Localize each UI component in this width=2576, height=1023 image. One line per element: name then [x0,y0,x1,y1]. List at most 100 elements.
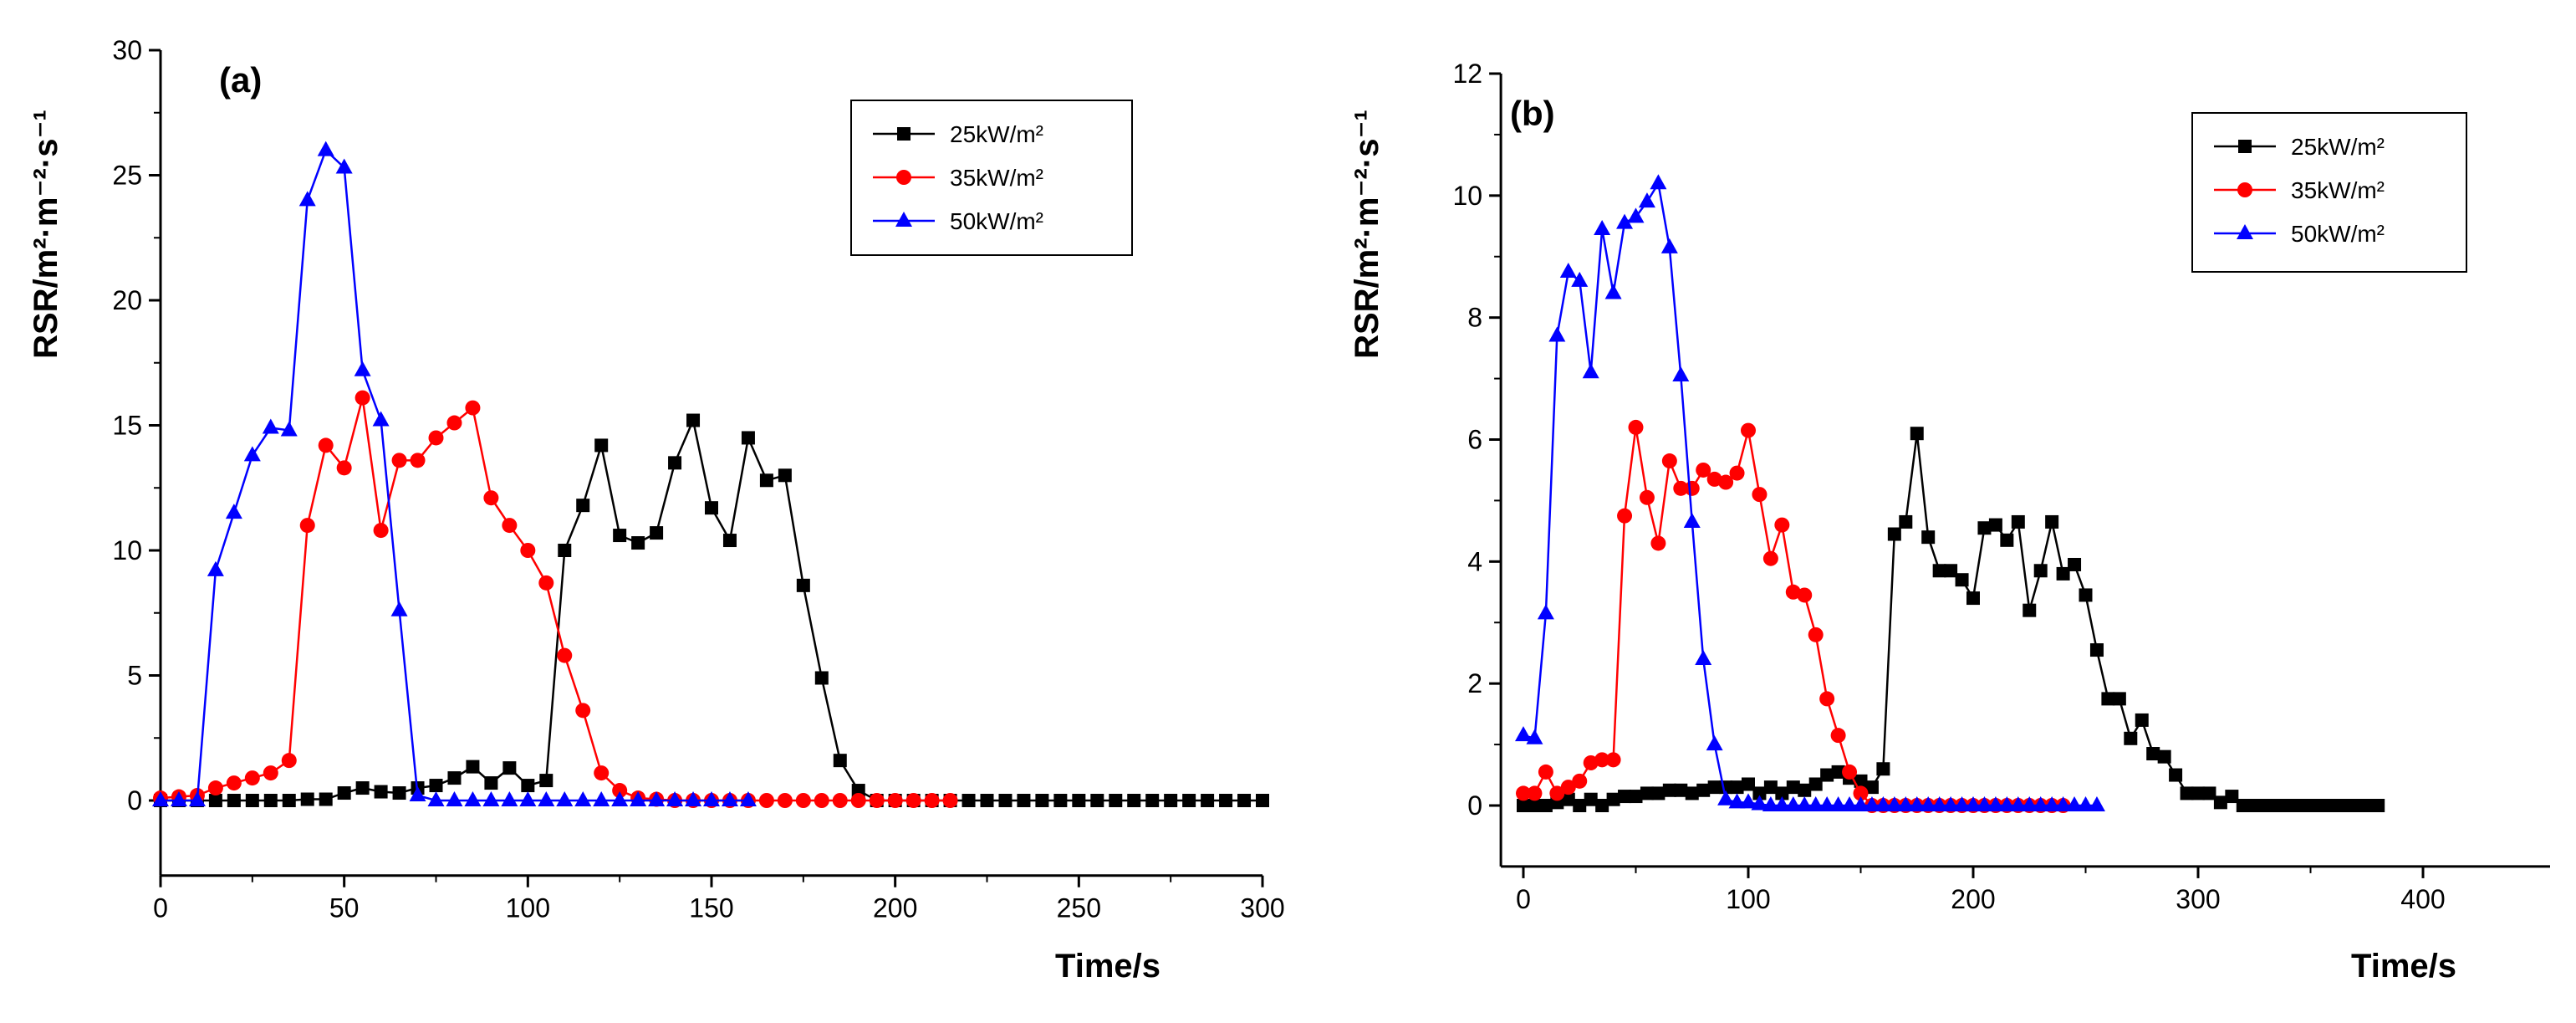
panel-a-series-1-point [722,534,737,548]
panel-b-series-2-point [1661,453,1677,469]
panel-a-legend-label: 35kW/m² [950,165,1043,191]
panel-b-series-3-point [1582,363,1599,379]
panel-a-series-2-point [318,437,334,453]
panel-a-series-2-point [281,753,297,769]
panel-a-legend-marker [896,170,911,185]
panel-b-label: (b) [1510,94,1555,133]
panel-b-series-3-point [1863,796,1880,811]
panel-a-series-1-point [208,794,222,807]
panel-a-series-2-point [263,765,278,781]
panel-b-series-3-point [2009,796,2027,811]
panel-b-series-3-point [1998,796,2016,811]
panel-b-series-2-point [1718,474,1734,490]
panel-b-series-1-point [1899,514,1913,529]
panel-b-series-1-point [1651,786,1665,800]
panel-b-series-1-point [1887,527,1901,541]
panel-b: (b) Time/s RSR/m²·m⁻²·s⁻¹ [1349,94,2456,985]
panel-a-xlabel: Time/s [1055,948,1160,985]
panel-b-xlabel: Time/s [2351,948,2456,985]
panel-a-series-2-point [795,793,811,808]
panel-b-series-2-point [1628,419,1644,435]
panel-a-series-2-point [814,793,829,808]
panel-a-series-3-point [243,446,261,462]
panel-a-series-1-point [594,438,609,453]
panel-a-x-tick-label: 0 [153,893,168,923]
panel-b-series-3-point [2088,796,2105,811]
panel-a-series-1-point [392,786,406,800]
panel-a-series-1-point [429,779,443,793]
panel-a-x-tick-label: 250 [1057,893,1101,923]
panel-b-series-1-point [2213,795,2227,810]
panel-b-series-2-point [1774,517,1790,533]
panel-b-legend-marker [2237,182,2252,197]
panel-a-series-2-point [446,415,462,431]
panel-b-series-1-point [1798,783,1812,797]
panel-a-series-3-point [317,141,334,156]
panel-b-series-3-point [1571,271,1589,287]
panel-b-series-1 [1517,427,2385,812]
panel-b-series-1-point [2068,557,2082,571]
panel-b-series-3-point [1796,796,1813,811]
panel-b-y-tick-label: 0 [1467,790,1482,821]
panel-b-series-1-point [1730,780,1744,795]
panel-b-series-1-point [1528,799,1542,812]
panel-b-series-3-point [1885,796,1903,811]
panel-b-series-3-point [1784,796,1802,811]
panel-b-legend-label: 35kW/m² [2291,177,2385,203]
panel-b-series-3-point [1695,650,1712,665]
panel-a-y-tick-label: 30 [112,35,142,65]
panel-b-series-1-point [2236,799,2250,812]
panel-b-series-2-point [1527,785,1543,801]
panel-a-series-1-point [1090,794,1104,807]
panel-a-series-2-point [355,390,370,406]
panel-b-series-1-point [1831,765,1845,779]
panel-a-series-1-point [558,544,572,557]
panel-b-legend-label: 25kW/m² [2291,134,2385,160]
panel-b-series-1-point [2314,799,2329,812]
panel-a-series-3-point [335,158,353,174]
panel-a-series-3-point [556,791,574,806]
panel-a-series-3-point [685,791,702,806]
panel-a-series-1-point [962,794,976,807]
panel-b-series-3-point [1515,726,1532,742]
panel-b-series-1-line [1523,433,2379,807]
panel-b-series-2-point [1650,535,1666,551]
panel-b-series-1-point [1808,777,1823,791]
panel-b-series-3-point [2077,796,2094,811]
panel-b-series-1-point [2225,790,2239,804]
panel-b-series-3-point [1526,729,1543,744]
panel-a-series-2-point [373,523,389,539]
panel-a-series-3-point [611,791,629,806]
panel-b-series-3-point [1897,796,1915,811]
panel-b-series-1-point [1674,783,1688,797]
panel-b-series-1-point [1595,799,1609,812]
panel-b-series-2-point [1605,752,1621,768]
panel-a-series-2-point [850,793,866,808]
panel-b-series-2-point [1741,422,1756,438]
panel-a-series-2-point [924,793,940,808]
panel-a-series-1-point [998,794,1013,807]
panel-a-series-1-point [502,761,517,775]
panel-b-series-2 [1516,419,2071,813]
panel-b-series-1-point [2146,747,2160,761]
panel-a-series-1-point [1035,794,1049,807]
panel-a-y-tick-label: 5 [127,661,142,691]
panel-b-series-2-point [1572,773,1588,789]
panel-a-series-2-point [594,765,610,781]
panel-a-series-3-point [409,786,426,802]
panel-b-series-1-point [2180,786,2194,800]
panel-b-legend-marker [2237,224,2253,239]
panel-b-series-1-point [2101,692,2115,706]
panel-b-y-tick-label: 12 [1453,59,1483,89]
panel-b-y-tick-label: 4 [1467,546,1482,576]
panel-a-series-1-point [631,536,645,550]
panel-a-series-1-point [1201,794,1215,807]
panel-b-series-1-point [2371,799,2385,812]
panel-a-series-1-point [741,431,755,445]
panel-a-series-1-point [576,499,590,513]
panel-b-series-1-point [2033,564,2048,578]
panel-b-series-1-point [2000,533,2014,547]
panel-a-series-3-point [648,791,666,806]
panel-a-series-2-point [244,770,260,786]
